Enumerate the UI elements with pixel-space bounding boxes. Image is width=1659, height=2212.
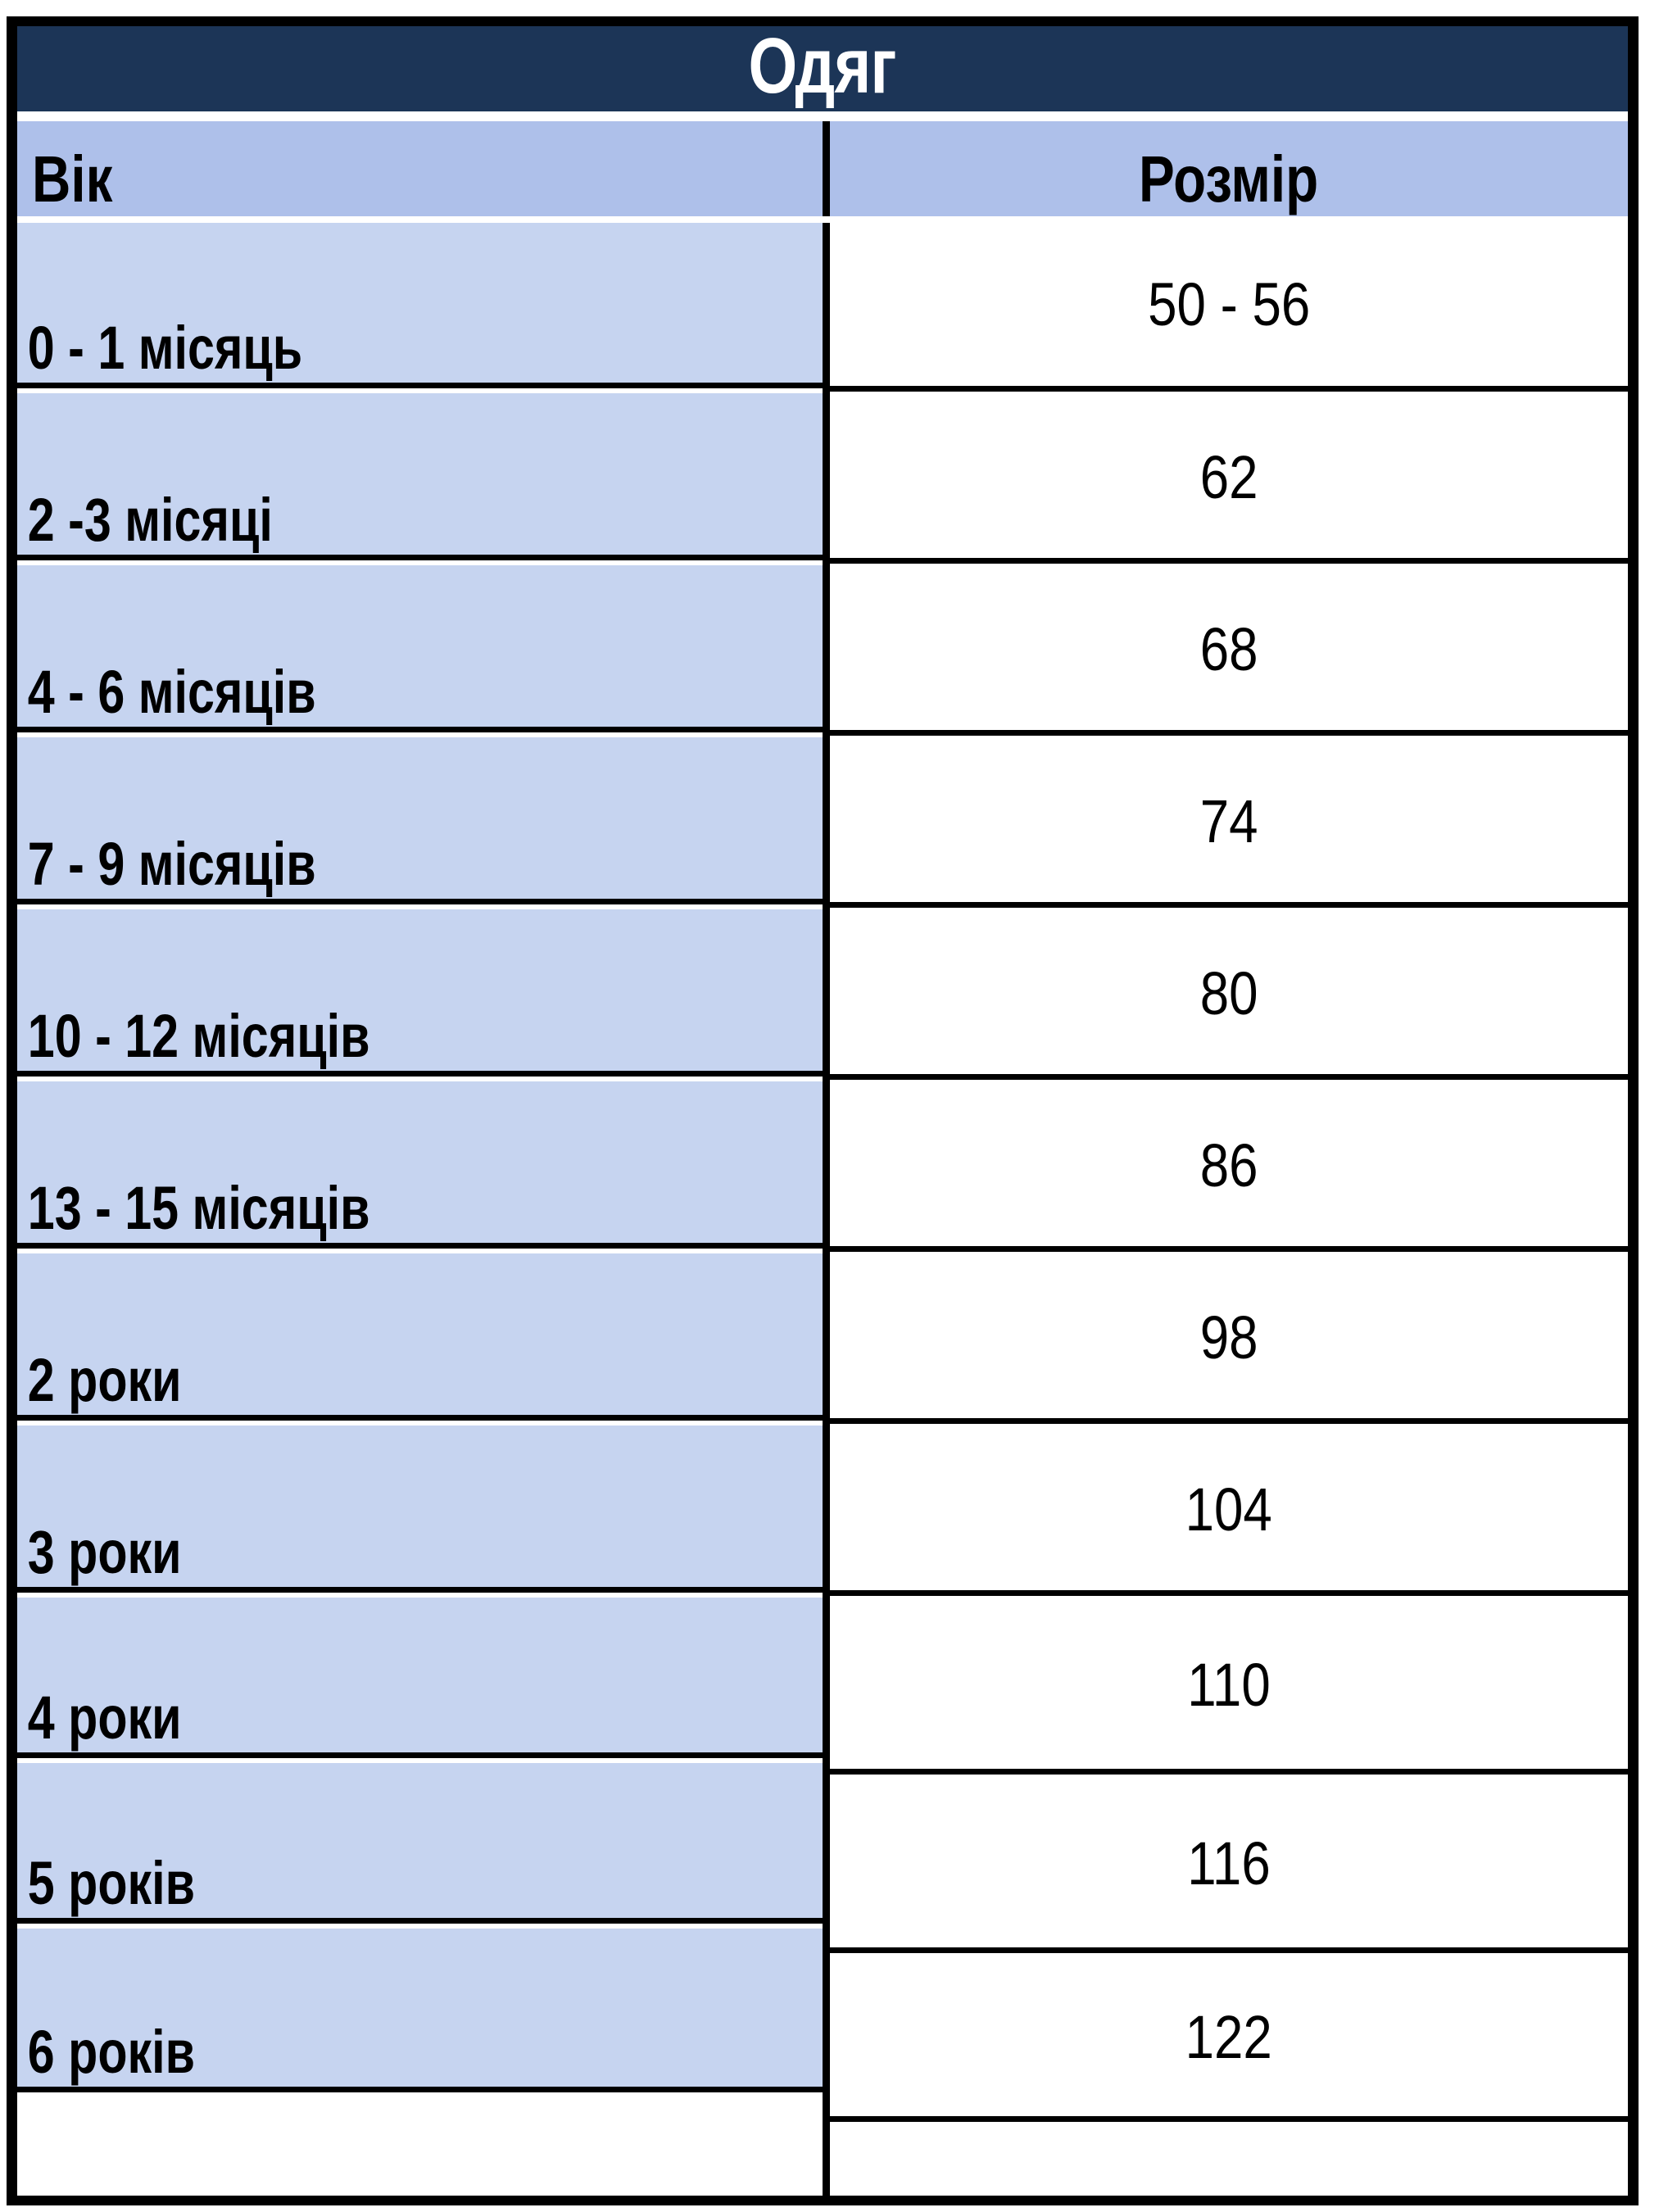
size-value: 122 <box>1185 2002 1273 2071</box>
size-column: 50 - 56 62 68 74 80 86 98 104 110 116 122 <box>830 223 1628 2196</box>
size-value: 98 <box>1199 1303 1258 1371</box>
table-title-bar: Одяг <box>17 26 1628 111</box>
size-value: 86 <box>1199 1131 1258 1199</box>
age-value: 2 -3 місяці <box>27 486 273 554</box>
table-row-age-cell: 0 - 1 місяць <box>17 223 823 388</box>
size-value: 104 <box>1185 1475 1273 1543</box>
size-value: 50 - 56 <box>1147 270 1311 338</box>
table-row-size-cell: 104 <box>830 1429 1628 1596</box>
age-value: 4 - 6 місяців <box>27 658 316 726</box>
age-value: 5 років <box>27 1849 195 1917</box>
size-value: 62 <box>1199 442 1258 511</box>
age-value: 10 - 12 місяців <box>27 1002 370 1070</box>
size-value: 80 <box>1199 959 1258 1027</box>
table-row-age-cell: 3 роки <box>17 1426 823 1593</box>
table-row-size-cell: 62 <box>830 397 1628 564</box>
column-header-age: Вік <box>17 121 830 216</box>
table-row-size-cell: 110 <box>830 1601 1628 1775</box>
table-row-size-cell: 122 <box>830 1958 1628 2122</box>
table-row-size-cell: 68 <box>830 569 1628 736</box>
table-row-size-cell: 50 - 56 <box>830 223 1628 392</box>
table-row-age-cell: 5 років <box>17 1763 823 1924</box>
table-row-age-cell: 6 років <box>17 1929 823 2092</box>
age-value: 2 роки <box>27 1346 182 1414</box>
age-value: 7 - 9 місяців <box>27 830 316 898</box>
table-header-row: Вік Розмір <box>17 121 1628 216</box>
column-header-size-label: Розмір <box>1139 143 1319 215</box>
table-row-age-cell: 7 - 9 місяців <box>17 737 823 904</box>
size-value: 74 <box>1199 786 1258 855</box>
table-row-size-cell: 98 <box>830 1257 1628 1424</box>
age-value: 3 роки <box>27 1518 182 1586</box>
age-value: 13 - 15 місяців <box>27 1174 370 1242</box>
size-table: Одяг Вік Розмір 0 - 1 місяць 2 -3 місяці 4… <box>7 16 1639 2205</box>
table-row-age-cell: 4 роки <box>17 1598 823 1758</box>
table-row-age-cell: 2 роки <box>17 1253 823 1421</box>
size-value: 110 <box>1187 1650 1271 1719</box>
age-column: 0 - 1 місяць 2 -3 місяці 4 - 6 місяців 7 - … <box>17 223 830 2196</box>
column-header-age-label: Вік <box>32 143 113 215</box>
table-body: 0 - 1 місяць 2 -3 місяці 4 - 6 місяців 7 - … <box>17 223 1628 2196</box>
table-row-size-cell: 116 <box>830 1779 1628 1953</box>
table-row-size-cell: 80 <box>830 913 1628 1080</box>
size-value: 68 <box>1199 614 1258 683</box>
age-value: 6 років <box>27 2018 195 2086</box>
table-row-age-cell: 4 - 6 місяців <box>17 565 823 732</box>
column-header-size: Розмір <box>830 121 1628 216</box>
table-title: Одяг <box>748 26 897 110</box>
table-row-age-cell: 10 - 12 місяців <box>17 909 823 1077</box>
age-value: 0 - 1 місяць <box>27 314 303 382</box>
table-row-size-cell: 86 <box>830 1085 1628 1252</box>
table-row-age-cell: 2 -3 місяці <box>17 393 823 560</box>
size-value: 116 <box>1187 1829 1271 1897</box>
table-row-size-cell: 74 <box>830 741 1628 908</box>
table-row-age-cell: 13 - 15 місяців <box>17 1081 823 1249</box>
age-value: 4 роки <box>27 1684 182 1752</box>
